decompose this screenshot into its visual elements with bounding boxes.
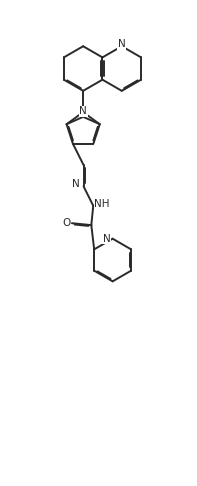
Text: N: N: [103, 234, 111, 243]
Text: N: N: [118, 39, 126, 49]
Text: N: N: [79, 106, 87, 116]
Text: NH: NH: [94, 199, 110, 209]
Text: N: N: [72, 179, 80, 190]
Text: O: O: [62, 218, 70, 228]
